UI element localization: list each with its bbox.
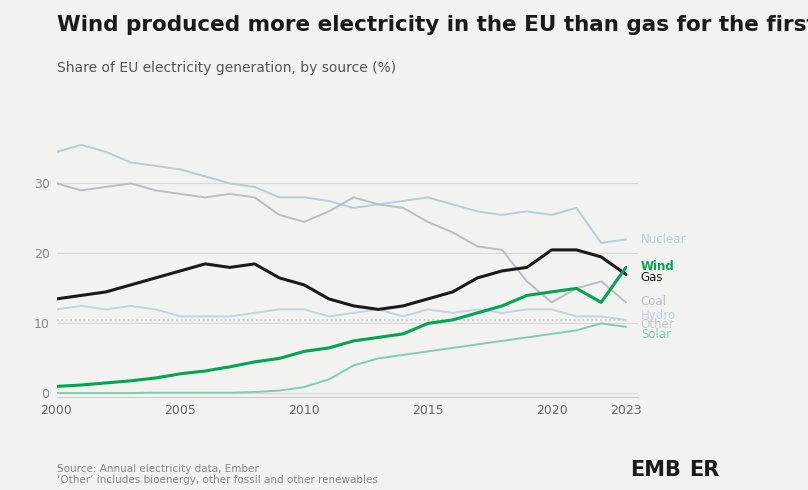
Text: Solar: Solar xyxy=(641,328,671,341)
Text: Nuclear: Nuclear xyxy=(641,233,686,246)
Text: Other: Other xyxy=(641,318,675,331)
Text: EMB: EMB xyxy=(630,460,681,480)
Text: ER: ER xyxy=(689,460,719,480)
Text: Hydro: Hydro xyxy=(641,309,676,321)
Text: Wind produced more electricity in the EU than gas for the first time in 2023: Wind produced more electricity in the EU… xyxy=(57,15,808,35)
Text: Source: Annual electricity data, Ember
‘Other’ includes bioenergy, other fossil : Source: Annual electricity data, Ember ‘… xyxy=(57,464,377,485)
Text: Gas: Gas xyxy=(641,271,663,284)
Text: Wind: Wind xyxy=(641,260,675,272)
Text: Coal: Coal xyxy=(641,294,667,308)
Text: Share of EU electricity generation, by source (%): Share of EU electricity generation, by s… xyxy=(57,61,396,75)
